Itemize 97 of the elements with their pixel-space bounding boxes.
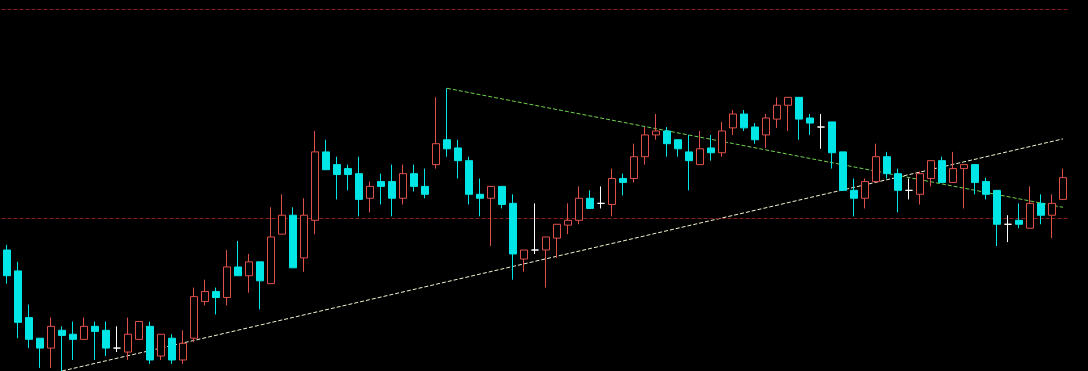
candlestick <box>751 122 759 145</box>
candlestick <box>157 333 165 361</box>
candlestick <box>575 185 583 225</box>
candlestick <box>47 317 55 369</box>
candlestick <box>652 113 660 141</box>
candlestick <box>432 96 440 170</box>
candlestick <box>685 134 693 191</box>
candlestick <box>322 139 330 171</box>
candlestick <box>179 329 187 365</box>
candlestick <box>399 164 407 205</box>
candlestick <box>212 287 220 315</box>
candlestick <box>993 189 1001 247</box>
candlestick <box>509 193 517 281</box>
candlestick <box>520 249 528 273</box>
candlestick <box>597 185 605 209</box>
candlestick <box>443 87 451 158</box>
candlestick <box>883 151 891 179</box>
candlestick <box>674 139 682 158</box>
candlestick <box>553 223 561 259</box>
candlestick <box>971 164 979 195</box>
candlestick <box>102 321 110 357</box>
candlestick <box>278 193 286 235</box>
candlestick <box>894 168 902 213</box>
candlestick <box>784 96 792 132</box>
candlestick <box>586 189 594 209</box>
candlestick <box>564 202 572 235</box>
candlestick <box>949 151 957 183</box>
candlestick <box>608 168 616 217</box>
candlestick <box>1026 185 1034 229</box>
candlestick <box>366 181 374 213</box>
candlestick <box>773 96 781 129</box>
candlestick <box>256 261 264 310</box>
candlestick <box>245 253 253 294</box>
candlestick <box>146 321 154 365</box>
candlestick <box>795 96 803 141</box>
candlestick <box>1015 202 1023 229</box>
candlestick <box>619 173 627 196</box>
candlestick <box>91 321 99 361</box>
candlestick <box>905 177 913 200</box>
candlestick <box>718 121 726 158</box>
candlestick <box>333 156 341 200</box>
candlestick <box>806 113 814 136</box>
candlestick <box>696 130 704 166</box>
candlestick <box>421 168 429 199</box>
candlestick <box>14 261 22 339</box>
candlestick <box>1004 214 1012 243</box>
candlestick <box>839 151 847 191</box>
candlestick <box>234 240 242 277</box>
candlestick <box>311 130 319 235</box>
candlestick <box>740 109 748 132</box>
candlestick <box>872 143 880 183</box>
candlestick <box>938 156 946 183</box>
candlestick <box>190 287 198 343</box>
candlestick <box>729 109 737 136</box>
candlestick <box>630 143 638 183</box>
candlestick <box>388 164 396 217</box>
candlestick <box>135 321 143 340</box>
candlestick <box>289 206 297 269</box>
candlestick <box>300 197 308 273</box>
candlestick <box>168 333 176 365</box>
candlestick <box>69 321 77 361</box>
candlestick <box>487 185 495 247</box>
candlestick <box>410 164 418 192</box>
candlestick <box>663 126 671 158</box>
candlestick <box>113 325 121 353</box>
candlestick <box>762 113 770 149</box>
candlestick <box>542 236 550 289</box>
candlestick <box>1048 193 1056 239</box>
candlestick <box>861 177 869 209</box>
candlestick <box>377 173 385 205</box>
candlestick <box>916 171 924 205</box>
candlestick <box>465 156 473 205</box>
candlestick <box>36 337 44 369</box>
candlestick <box>58 325 66 371</box>
candlestick <box>927 160 935 187</box>
candlestick <box>80 317 88 340</box>
candlestick <box>355 156 363 217</box>
candlestick <box>531 202 539 255</box>
candlestick <box>707 134 715 162</box>
candlestick <box>223 249 231 306</box>
candlestick <box>3 244 11 285</box>
candlestick <box>454 139 462 179</box>
candlestick <box>817 113 825 150</box>
candlestick <box>828 121 836 170</box>
candlestick <box>267 206 275 285</box>
candlestick <box>982 177 990 200</box>
candlestick <box>641 126 649 166</box>
candlestick <box>498 185 506 209</box>
candlestick <box>124 317 132 361</box>
candlestick <box>201 279 209 306</box>
candlestick <box>850 177 858 217</box>
candlestick <box>476 177 484 217</box>
candlestick <box>960 164 968 209</box>
candlestick <box>25 304 33 349</box>
candlestick <box>1037 193 1045 225</box>
candlestick <box>344 164 352 191</box>
candlestick <box>1059 168 1067 200</box>
